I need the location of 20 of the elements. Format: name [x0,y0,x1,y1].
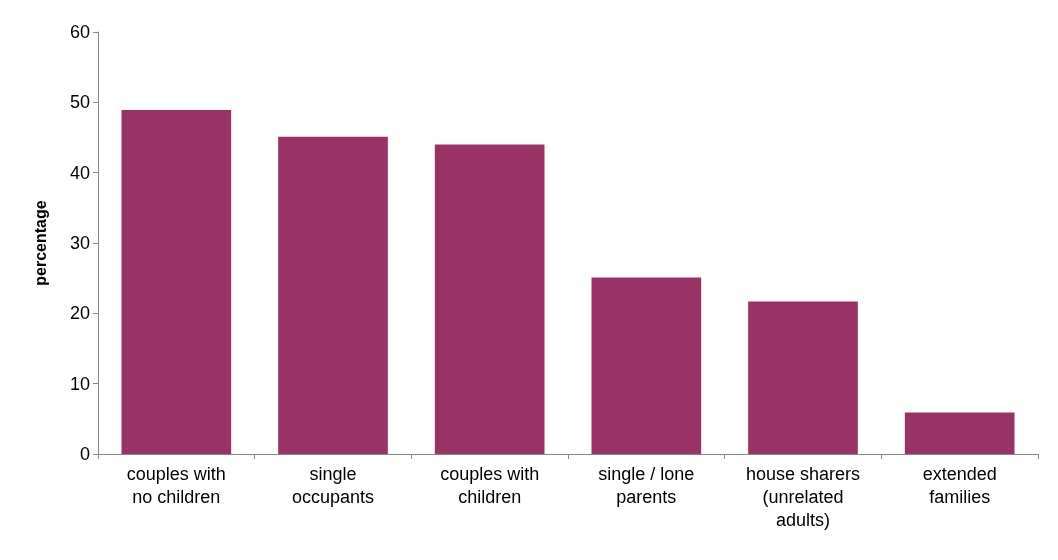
bar [278,136,388,454]
y-tick-label: 20 [69,303,90,324]
x-tick-label: couples with children [440,463,540,507]
bar [434,144,545,454]
y-axis-title: percentage [31,200,49,286]
y-tick-label: 10 [69,373,90,394]
y-tick-label: 50 [69,92,90,113]
bar [591,277,702,454]
bar [904,412,1015,454]
bar [121,110,232,454]
x-tick-label: house sharers (unrelated adults) [745,463,861,530]
y-tick-label: 40 [69,162,90,183]
y-tick-label: 60 [69,22,90,42]
x-tick-label: single / lone parents [598,463,695,507]
x-tick-label: single occupants [291,463,375,507]
y-tick-label: 30 [69,233,90,253]
y-tick-label: 0 [79,444,90,464]
x-tick-label: extended families [922,463,997,507]
bar [748,301,858,454]
x-tick-label: couples with no children [126,463,226,507]
